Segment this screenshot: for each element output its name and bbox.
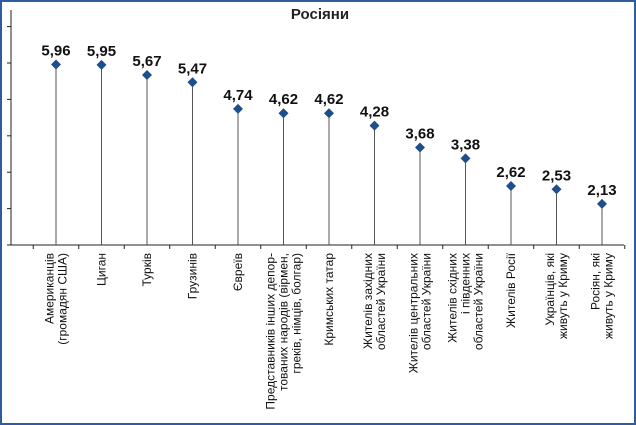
- data-label: 4,62: [314, 91, 343, 108]
- category-label-line: областей України: [374, 253, 388, 350]
- category-label-line: Жителів центральних: [407, 253, 421, 373]
- data-label: 5,47: [178, 60, 207, 77]
- data-label: 5,67: [132, 53, 161, 70]
- data-label: 3,38: [451, 136, 480, 153]
- category-label: Жителів західних областей України: [361, 253, 388, 350]
- category-label: Росіян, які живуть у Криму: [589, 253, 616, 339]
- category-label: Жителів центральних областей України: [407, 253, 434, 373]
- chart-title: Росіяни: [290, 6, 350, 23]
- data-point: [51, 59, 61, 70]
- data-point: [187, 77, 198, 88]
- data-point: [278, 108, 289, 119]
- category-label-line: областей України: [472, 253, 486, 350]
- data-label: 4,74: [223, 87, 253, 104]
- category-label-line: Жителів західних: [361, 253, 375, 349]
- category-label-line: живуть у Криму: [602, 253, 616, 339]
- category-label-line: греків, німців, болгар): [290, 253, 304, 374]
- data-label: 5,95: [87, 43, 116, 60]
- data-label: 4,62: [269, 91, 298, 108]
- data-point: [551, 184, 562, 195]
- data-point: [142, 70, 152, 81]
- data-point: [96, 59, 107, 70]
- category-label: Кримських татар: [322, 253, 336, 346]
- category-label: Жителів Росії: [504, 252, 518, 328]
- category-label: Євреїв: [231, 253, 245, 291]
- category-label: Циган: [95, 253, 109, 286]
- data-point: [460, 153, 471, 164]
- data-point: [506, 181, 516, 192]
- category-label-line: Євреїв: [231, 253, 245, 291]
- category-label: Представників інших депор-тованих народі…: [264, 253, 304, 410]
- data-point: [233, 103, 243, 114]
- category-label-line: Кримських татар: [322, 253, 336, 346]
- data-point: [369, 120, 380, 131]
- category-label-line: Турків: [140, 253, 154, 287]
- category-label-line: Грузинів: [186, 253, 200, 299]
- data-label: 2,13: [587, 182, 616, 199]
- category-label-line: Росіян, які: [589, 253, 603, 310]
- category-label: Жителів східних і південних областей Украї…: [446, 253, 486, 350]
- category-label-line: Жителів Росії: [504, 252, 518, 328]
- category-label-line: тованих народів (вірмен,: [277, 253, 291, 391]
- category-label-line: Представників інших депор-: [264, 253, 278, 410]
- category-label: Турків: [140, 253, 154, 287]
- category-label: Грузинів: [186, 253, 200, 299]
- data-label: 3,68: [405, 125, 434, 142]
- category-label-line: Українців, які: [543, 253, 557, 326]
- data-label: 5,96: [41, 42, 70, 59]
- category-label-line: Американців: [43, 253, 57, 324]
- data-point: [324, 108, 334, 119]
- category-label-line: (громадян США): [56, 253, 70, 345]
- data-label: 2,53: [542, 167, 571, 184]
- category-label: Українців, які живуть у Криму: [543, 253, 570, 339]
- category-label-line: і південних: [459, 253, 473, 314]
- category-label: Американців (громадян США): [43, 253, 70, 345]
- category-label-line: областей України: [420, 253, 434, 350]
- category-label-line: Циган: [95, 253, 109, 286]
- category-label-line: живуть у Криму: [556, 253, 570, 339]
- data-label: 2,62: [496, 164, 525, 181]
- data-point: [597, 198, 607, 209]
- data-point: [415, 142, 425, 153]
- category-label-line: Жителів східних: [446, 253, 460, 343]
- data-label: 4,28: [360, 104, 389, 121]
